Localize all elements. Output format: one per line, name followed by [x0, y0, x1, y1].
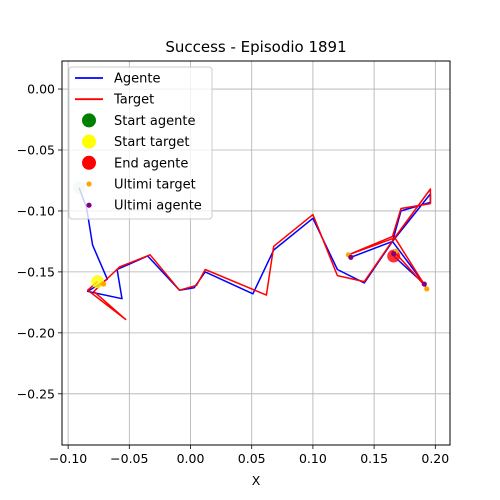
x-tick-label: 0.05 [238, 451, 266, 466]
x-tick-label: 0.00 [177, 451, 205, 466]
y-tick-label: −0.20 [17, 325, 55, 340]
legend-label-end-agente: End agente [114, 156, 188, 171]
legend-box [68, 66, 213, 220]
chart-title: Success - Episodio 1891 [165, 38, 346, 56]
legend-label-ultimi-agente: Ultimi agente [114, 199, 202, 214]
legend-label-start-target: Start target [114, 135, 189, 150]
legend-label-ultimi-target: Ultimi target [114, 178, 196, 193]
x-tick-label: 0.15 [360, 451, 388, 466]
legend-swatch-start-target [82, 134, 96, 149]
plot-frame [61, 60, 451, 446]
legend-swatch-ultimi-target [86, 181, 92, 187]
x-tick-label: −0.05 [110, 451, 148, 466]
series-layer [72, 181, 432, 321]
y-tick-label: −0.05 [17, 142, 55, 157]
x-axis-label: X [252, 473, 261, 488]
legend-swatch-start-agente [82, 113, 96, 128]
dot-ultimi-agente [348, 254, 354, 260]
y-tick-label: −0.25 [17, 386, 55, 401]
legend-swatch-ultimi-agente [86, 202, 92, 208]
marker-start-target [90, 275, 104, 289]
x-tick-label: −0.10 [49, 451, 87, 466]
dot-ultimi-agente [391, 251, 397, 257]
x-ticks: −0.10 −0.05 0.00 0.05 0.10 0.15 0.20 [49, 445, 449, 466]
legend-label-target: Target [113, 93, 154, 108]
y-tick-label: −0.15 [17, 264, 55, 279]
x-tick-label: 0.10 [299, 451, 327, 466]
x-tick-label: 0.20 [421, 451, 449, 466]
y-ticks: 0.00 −0.05 −0.10 −0.15 −0.20 −0.25 [17, 82, 62, 401]
legend-label-agente: Agente [114, 72, 160, 87]
dot-ultimi-target [424, 286, 430, 292]
dot-ultimi-target [101, 281, 107, 287]
dot-ultimi-agente [421, 281, 427, 287]
legend-label-start-agente: Start agente [114, 114, 195, 129]
y-tick-label: 0.00 [27, 82, 55, 97]
legend: Agente Target Start agente Start target End … [68, 66, 213, 220]
legend-swatch-end-agente [82, 155, 96, 170]
y-tick-label: −0.10 [17, 203, 55, 218]
series-target-line [86, 188, 432, 321]
